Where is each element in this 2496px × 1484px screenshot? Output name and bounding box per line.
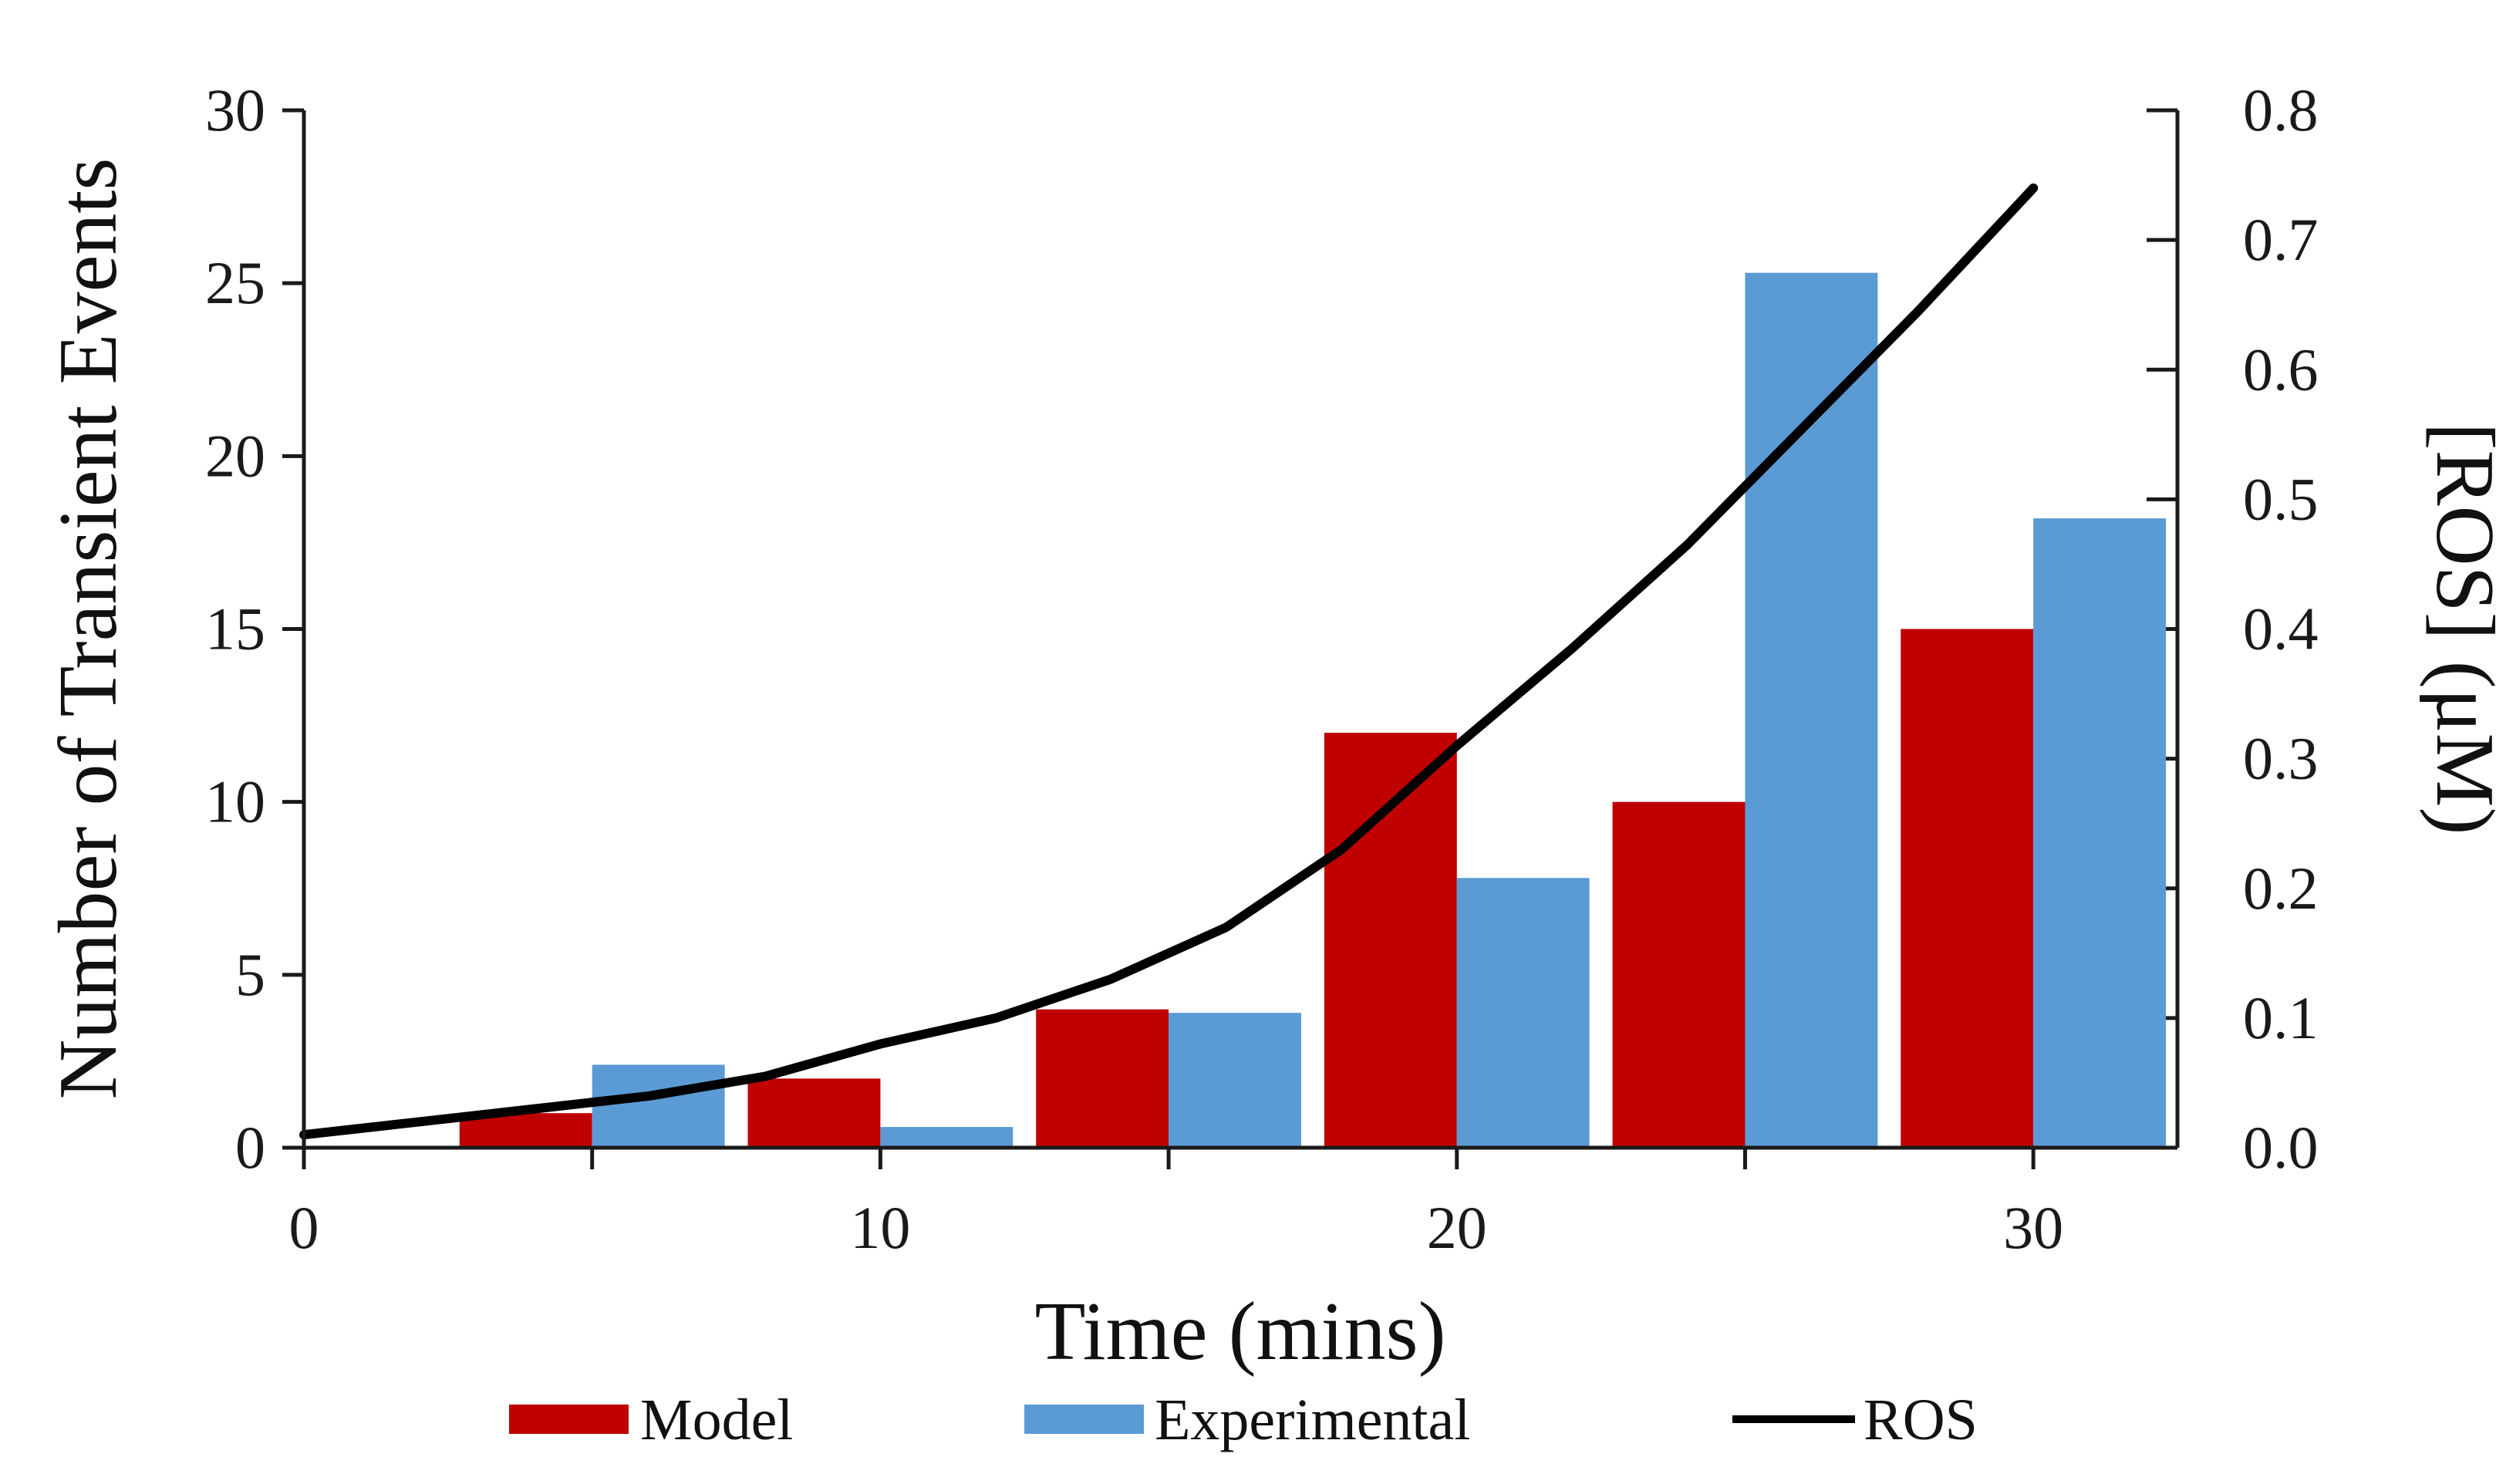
y2-tick-label: 0.6 [2243, 336, 2319, 403]
y-axis-ticks: 0 5 10 15 20 25 30 [205, 76, 304, 1181]
bar-experimental [1169, 1013, 1301, 1148]
y2-axis-ticks: 0.0 0.1 0.2 0.3 0.4 0.5 0.6 0.7 0.8 [2147, 76, 2319, 1181]
x-axis-ticks: 0 10 20 30 [289, 1148, 2063, 1261]
y2-tick-label: 0.2 [2243, 855, 2319, 922]
bar-experimental [592, 1064, 725, 1148]
bar-model [1036, 1009, 1169, 1148]
y-tick-label: 30 [205, 76, 265, 143]
legend-label-experimental: Experimental [1155, 1388, 1470, 1452]
y-tick-label: 20 [205, 422, 265, 489]
bar-model [1901, 629, 2034, 1148]
bar-series-group [459, 272, 2167, 1148]
y2-tick-label: 0.8 [2243, 76, 2319, 143]
bar-experimental [2033, 518, 2167, 1148]
x-tick-label: 30 [2003, 1194, 2063, 1261]
y2-tick-label: 0.3 [2243, 725, 2319, 792]
bar-experimental [1456, 878, 1590, 1148]
y-tick-label: 15 [205, 595, 265, 663]
bar-model [1324, 733, 1457, 1148]
bar-experimental [880, 1127, 1014, 1148]
y2-tick-label: 0.4 [2243, 595, 2319, 663]
y-tick-label: 10 [205, 768, 265, 835]
legend-swatch-experimental [1024, 1405, 1144, 1434]
y2-axis-title: [ROS] (μM) [2419, 423, 2496, 835]
y2-tick-label: 0.1 [2243, 984, 2319, 1051]
x-tick-label: 0 [289, 1194, 319, 1261]
legend-label-model: Model [640, 1388, 793, 1452]
x-axis-title: Time (mins) [1034, 1286, 1445, 1378]
line-series-group [299, 183, 2039, 1140]
y2-tick-label: 0.7 [2243, 206, 2319, 273]
y-axis-title: Number of Transient Events [42, 158, 134, 1100]
legend: Model Experimental ROS [509, 1388, 1978, 1452]
bar-model [747, 1078, 881, 1148]
x-tick-label: 20 [1427, 1194, 1487, 1261]
legend-label-ros: ROS [1864, 1388, 1978, 1452]
bar-experimental [1745, 272, 1878, 1148]
bar-model [1612, 801, 1746, 1148]
y2-tick-label: 0.5 [2243, 465, 2319, 532]
y-tick-label: 0 [235, 1114, 265, 1181]
legend-swatch-model [509, 1405, 629, 1434]
y-tick-label: 5 [235, 941, 265, 1008]
line-ros [299, 183, 2039, 1140]
y-tick-label: 25 [205, 249, 265, 316]
y2-tick-label: 0.0 [2243, 1114, 2319, 1181]
x-tick-label: 10 [850, 1194, 910, 1261]
